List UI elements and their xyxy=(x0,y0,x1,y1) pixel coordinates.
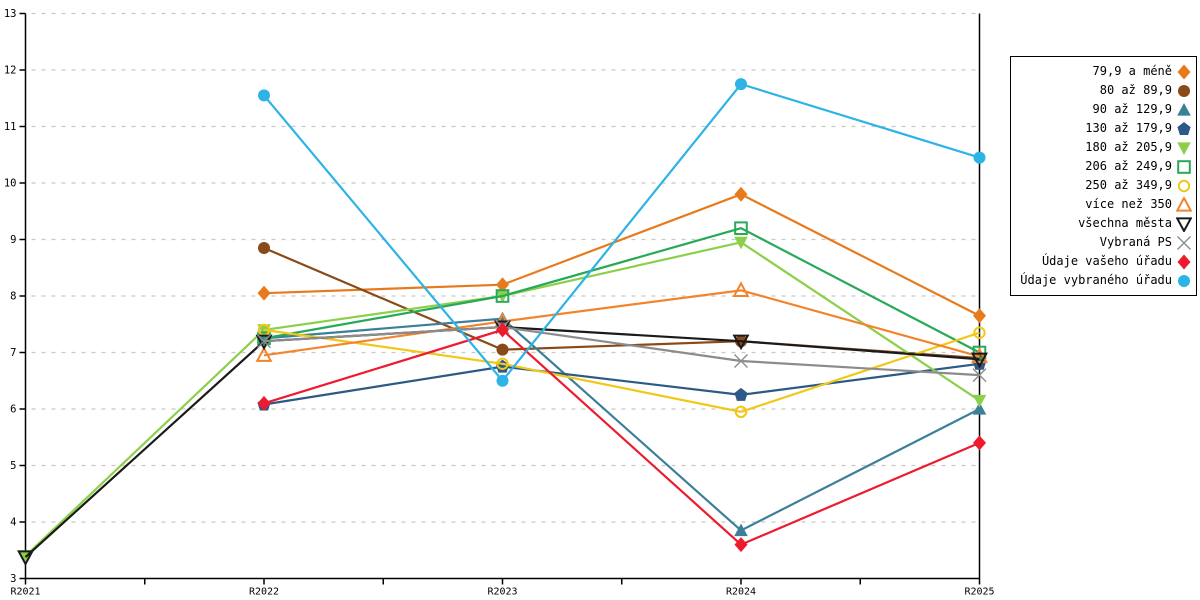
series--daje-vybran-ho-adu xyxy=(258,78,986,387)
y-tick-label: 6 xyxy=(10,404,16,416)
legend-item: všechna města xyxy=(1013,214,1192,233)
x-tick-label: R2024 xyxy=(726,587,756,598)
legend-item: 250 až 349,9 xyxy=(1013,176,1192,195)
legend-item-label: 79,9 a méně xyxy=(1092,64,1172,78)
legend-marker-diamond-icon xyxy=(1177,254,1191,269)
legend-item: 206 až 249,9 xyxy=(1013,157,1192,176)
chart-legend: 79,9 a méně 80 až 89,9 90 až 129,9 130 až 1… xyxy=(1010,56,1197,296)
legend-marker-triangle-down-icon xyxy=(1176,216,1192,232)
legend-item-label: Údaje vybraného úřadu xyxy=(1020,273,1172,287)
y-tick-label: 5 xyxy=(10,460,16,472)
legend-item: více než 350 xyxy=(1013,195,1192,214)
legend-marker-triangle-up-icon xyxy=(1177,102,1191,116)
y-tick-label: 13 xyxy=(4,8,17,20)
y-tick-label: 10 xyxy=(4,178,17,190)
y-tick-label: 8 xyxy=(10,291,16,303)
legend-item-label: 90 až 129,9 xyxy=(1092,102,1172,116)
series--daje-va-eho-adu xyxy=(257,322,986,553)
legend-item: Vybraná PS xyxy=(1013,233,1192,252)
series-79-9-a-m-n- xyxy=(257,186,986,324)
x-tick-label: R2021 xyxy=(10,587,40,598)
legend-marker-circle-icon xyxy=(1177,179,1191,192)
legend-marker-pentagon-icon xyxy=(1177,121,1191,135)
legend-marker-x-icon xyxy=(1177,235,1191,250)
x-tick-label: R2023 xyxy=(487,587,517,598)
y-tick-label: 11 xyxy=(4,121,17,133)
legend-item: 180 až 205,9 xyxy=(1013,138,1192,157)
y-tick-label: 9 xyxy=(10,234,16,246)
series-130-a-179-9 xyxy=(257,356,987,411)
legend-item-label: 250 až 349,9 xyxy=(1085,178,1172,192)
legend-marker-triangle-up-icon xyxy=(1176,196,1192,212)
legend-item-label: 206 až 249,9 xyxy=(1085,159,1172,173)
legend-item: 130 až 179,9 xyxy=(1013,119,1192,138)
legend-marker-square-icon xyxy=(1177,159,1191,174)
legend-item: 80 až 89,9 xyxy=(1013,81,1192,100)
x-tick-label: R2022 xyxy=(249,587,279,598)
y-tick-label: 4 xyxy=(10,517,16,529)
legend-item: 90 až 129,9 xyxy=(1013,100,1192,119)
legend-marker-circle-icon xyxy=(1178,84,1190,97)
legend-item-label: 80 až 89,9 xyxy=(1099,83,1172,97)
x-axis-ticks: R2021 R2022 R2023 R2024 R2025 xyxy=(10,578,995,598)
legend-item-label: více než 350 xyxy=(1085,197,1172,211)
legend-item-label: 130 až 179,9 xyxy=(1085,121,1172,135)
legend-item: Údaje vašeho úřadu xyxy=(1013,252,1192,271)
legend-item: 79,9 a méně xyxy=(1013,62,1192,81)
y-tick-label: 12 xyxy=(4,65,17,77)
x-tick-label: R2025 xyxy=(964,587,994,598)
series-250-a-349-9 xyxy=(257,323,986,419)
legend-item-label: Vybraná PS xyxy=(1099,235,1172,249)
y-tick-label: 3 xyxy=(10,573,16,585)
y-axis-ticks: 3 4 5 6 7 8 9 10 11 12 13 xyxy=(4,8,26,585)
legend-item: Údaje vybraného úřadu xyxy=(1013,271,1192,290)
legend-item-label: všechna města xyxy=(1078,216,1172,230)
legend-marker-diamond-icon xyxy=(1177,64,1191,79)
series-80-a-89-9 xyxy=(258,241,986,365)
legend-marker-triangle-down-icon xyxy=(1177,141,1191,155)
gridlines xyxy=(31,12,980,523)
legend-marker-circle-icon xyxy=(1178,274,1190,287)
y-tick-label: 7 xyxy=(10,347,16,359)
legend-item-label: 180 až 205,9 xyxy=(1085,140,1172,154)
legend-item-label: Údaje vašeho úřadu xyxy=(1041,254,1172,268)
